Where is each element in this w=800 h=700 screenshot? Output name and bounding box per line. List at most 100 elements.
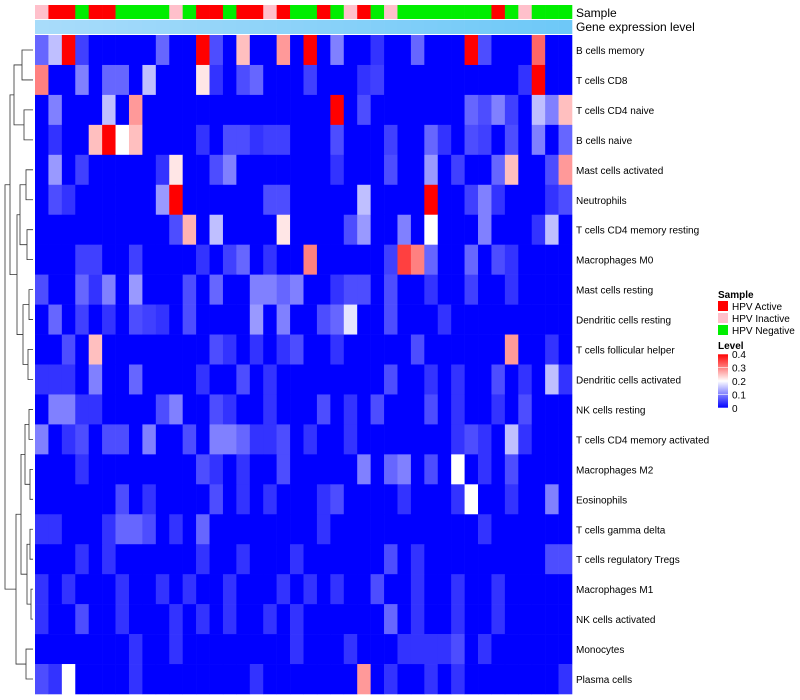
- heatmap-cell: [545, 35, 559, 66]
- heatmap-cell: [276, 184, 291, 216]
- heatmap-cell: [558, 394, 573, 425]
- gene-expression-cell: [316, 20, 331, 34]
- heatmap-cell: [88, 364, 103, 395]
- heatmap-cell: [451, 454, 465, 485]
- sample-annotation-cell: [142, 5, 157, 19]
- heatmap-cell: [330, 364, 345, 395]
- heatmap-cell: [384, 274, 398, 305]
- heatmap-cell: [276, 454, 291, 485]
- heatmap-cell: [61, 604, 76, 635]
- heatmap-cell: [424, 664, 439, 695]
- gene-expression-cell: [397, 20, 412, 34]
- heatmap-cell: [236, 244, 251, 275]
- heatmap-cell: [343, 35, 358, 66]
- legend-item-label: HPV Inactive: [732, 314, 790, 325]
- gene-expression-cell: [531, 20, 546, 34]
- heatmap-cell: [75, 664, 89, 695]
- heatmap-cell: [478, 64, 492, 96]
- heatmap-cell: [478, 94, 492, 126]
- heatmap-cell: [370, 394, 385, 425]
- heatmap-cell: [61, 664, 76, 695]
- heatmap-cell: [75, 244, 89, 275]
- heatmap-cell: [182, 94, 197, 126]
- heatmap-cell: [357, 304, 371, 335]
- heatmap-cell: [263, 664, 277, 695]
- gene-expression-cell: [437, 20, 452, 34]
- heatmap-cell: [424, 214, 439, 245]
- heatmap-cell: [102, 514, 116, 545]
- heatmap-cell: [464, 94, 479, 126]
- heatmap-cell: [290, 304, 304, 335]
- heatmap-cell: [397, 154, 412, 186]
- heatmap-cell: [236, 274, 251, 305]
- heatmap-cell: [290, 274, 304, 305]
- heatmap-cell: [303, 394, 318, 425]
- heatmap-cell: [330, 64, 345, 96]
- heatmap-cell: [128, 214, 143, 245]
- heatmap-cell: [303, 574, 318, 605]
- heatmap-cell: [451, 124, 465, 156]
- heatmap-cell: [531, 214, 546, 245]
- heatmap-cell: [249, 274, 264, 305]
- heatmap-cell: [182, 424, 197, 455]
- heatmap-cell: [437, 304, 452, 335]
- heatmap-cell: [370, 664, 385, 695]
- heatmap-cell: [504, 64, 519, 96]
- gene-expression-cell: [464, 20, 479, 34]
- heatmap-cell: [48, 274, 63, 305]
- heatmap-cell: [88, 214, 103, 245]
- heatmap-cell: [236, 94, 251, 126]
- heatmap-cell: [478, 364, 492, 395]
- heatmap-cell: [182, 664, 197, 695]
- heatmap-cell: [343, 214, 358, 245]
- heatmap-cell: [88, 394, 103, 425]
- heatmap-cell: [545, 484, 559, 515]
- heatmap-cell: [61, 454, 76, 485]
- heatmap-cell: [276, 664, 291, 695]
- heatmap-cell: [128, 64, 143, 96]
- heatmap-cell: [330, 514, 345, 545]
- heatmap-cell: [142, 184, 157, 216]
- heatmap-cell: [115, 124, 130, 156]
- heatmap-cell: [102, 484, 116, 515]
- heatmap-cell: [410, 574, 425, 605]
- heatmap-cell: [155, 184, 170, 216]
- heatmap-cell: [518, 64, 533, 96]
- heatmap-cell: [491, 454, 506, 485]
- heatmap-cell: [48, 394, 63, 425]
- heatmap-cell: [424, 454, 439, 485]
- heatmap-cell: [303, 514, 318, 545]
- dendrogram-branch: [28, 409, 33, 440]
- heatmap-cell: [169, 35, 183, 66]
- heatmap-cell: [222, 244, 237, 275]
- heatmap-cell: [35, 514, 49, 545]
- heatmap-cell: [61, 244, 76, 275]
- heatmap-cell: [464, 35, 479, 66]
- gene-expression-cell: [545, 20, 559, 34]
- heatmap-cell: [491, 214, 506, 245]
- heatmap-cell: [410, 274, 425, 305]
- sample-annotation-cell: [531, 5, 546, 19]
- heatmap-cell: [410, 364, 425, 395]
- heatmap-cell: [236, 334, 251, 365]
- heatmap-cell: [558, 514, 573, 545]
- heatmap-cell: [316, 214, 331, 245]
- heatmap-cell: [222, 184, 237, 216]
- heatmap-cell: [558, 214, 573, 245]
- heatmap-cell: [370, 424, 385, 455]
- heatmap-cell: [384, 64, 398, 96]
- heatmap-cell: [222, 304, 237, 335]
- gene-expression-cell: [142, 20, 157, 34]
- heatmap-cell: [142, 484, 157, 515]
- heatmap-cell: [249, 454, 264, 485]
- legend-swatch: [718, 301, 728, 311]
- heatmap-cell: [222, 394, 237, 425]
- heatmap-cell: [102, 544, 116, 575]
- heatmap-cell: [531, 64, 546, 96]
- heatmap-cell: [397, 35, 412, 66]
- heatmap-cell: [504, 184, 519, 216]
- heatmap-cell: [169, 664, 183, 695]
- heatmap-cell: [236, 664, 251, 695]
- heatmap-cell: [504, 394, 519, 425]
- heatmap-cell: [491, 394, 506, 425]
